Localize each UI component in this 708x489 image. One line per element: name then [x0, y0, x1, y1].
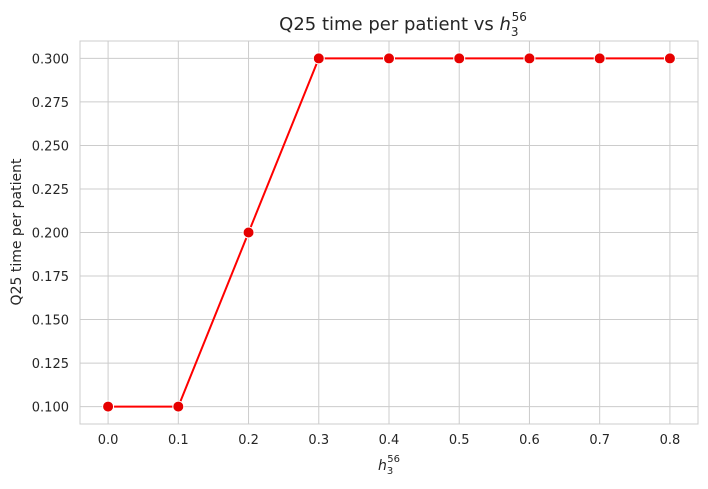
y-tick-label: 0.225	[32, 183, 69, 198]
data-point	[663, 52, 676, 65]
y-axis-ticks: 0.100 0.125 0.150 0.175 0.200 0.225 0.250 0.275…	[32, 52, 69, 415]
x-tick-label: 0.6	[519, 433, 540, 448]
y-tick-label: 0.175	[32, 270, 69, 285]
series-q25-time	[102, 52, 676, 413]
x-tick-label: 0.3	[308, 433, 329, 448]
x-axis-label: h356	[378, 454, 400, 477]
x-tick-label: 0.8	[660, 433, 681, 448]
data-point	[312, 52, 325, 65]
y-tick-label: 0.275	[32, 96, 69, 111]
y-tick-label: 0.100	[32, 401, 69, 416]
x-axis-ticks: 0.0 0.1 0.2 0.3 0.4 0.5 0.6 0.7 0.8	[98, 433, 681, 448]
y-tick-label: 0.150	[32, 314, 69, 329]
y-axis-label: Q25 time per patient	[9, 158, 25, 305]
data-point	[102, 400, 115, 413]
data-point	[593, 52, 606, 65]
x-tick-label: 0.0	[98, 433, 119, 448]
data-point	[383, 52, 395, 65]
x-tick-label: 0.5	[449, 433, 470, 448]
x-tick-label: 0.1	[168, 433, 189, 448]
x-tick-label: 0.4	[379, 433, 400, 448]
y-tick-label: 0.300	[32, 52, 69, 67]
data-point	[242, 226, 255, 239]
data-point	[453, 52, 466, 65]
y-tick-label: 0.200	[32, 227, 69, 242]
grid	[80, 41, 698, 424]
data-point	[523, 52, 536, 65]
x-tick-label: 0.7	[589, 433, 610, 448]
y-tick-label: 0.125	[32, 357, 69, 372]
plot-area-frame	[79, 40, 699, 425]
x-tick-label: 0.2	[238, 433, 259, 448]
data-point	[172, 400, 185, 413]
chart-title: Q25 time per patient vs h356	[279, 10, 527, 39]
y-tick-label: 0.250	[32, 139, 69, 154]
